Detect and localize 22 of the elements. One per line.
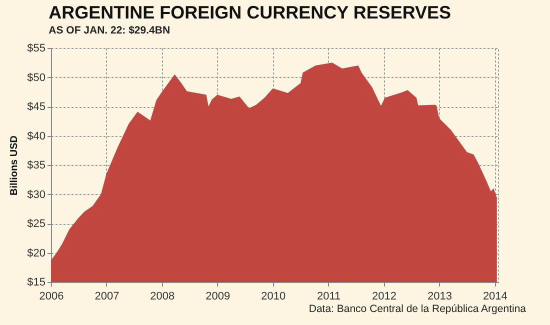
x-tick-label: 2007	[94, 290, 120, 302]
x-tick-label: 2014	[482, 290, 508, 302]
y-tick-label: $45	[27, 101, 46, 113]
y-tick-label: $55	[27, 42, 46, 54]
y-tick-label: $40	[27, 130, 46, 142]
x-tick-label: 2010	[261, 290, 286, 302]
y-tick-label: $35	[27, 160, 46, 172]
x-tick-label: 2011	[316, 290, 341, 302]
chart-title: ARGENTINE FOREIGN CURRENCY RESERVES	[48, 2, 452, 22]
y-tick-label: $25	[27, 218, 46, 230]
chart-subtitle: AS OF JAN. 22: $29.4BN	[48, 24, 170, 36]
y-tick-label: $50	[27, 72, 46, 84]
y-tick-label: $30	[27, 188, 46, 201]
x-tick-label: 2009	[206, 290, 230, 302]
y-axis-title: Billions USD	[9, 135, 20, 196]
x-tick-label: 2006	[39, 290, 64, 302]
x-tick-label: 2012	[372, 290, 396, 302]
x-tick-label: 2008	[150, 290, 175, 302]
y-tick-label: $20	[27, 247, 46, 260]
y-tick-label: $15	[27, 276, 46, 288]
x-tick-label: 2013	[427, 290, 452, 302]
text: Data: Banco Central de la República Argentina	[308, 303, 526, 315]
